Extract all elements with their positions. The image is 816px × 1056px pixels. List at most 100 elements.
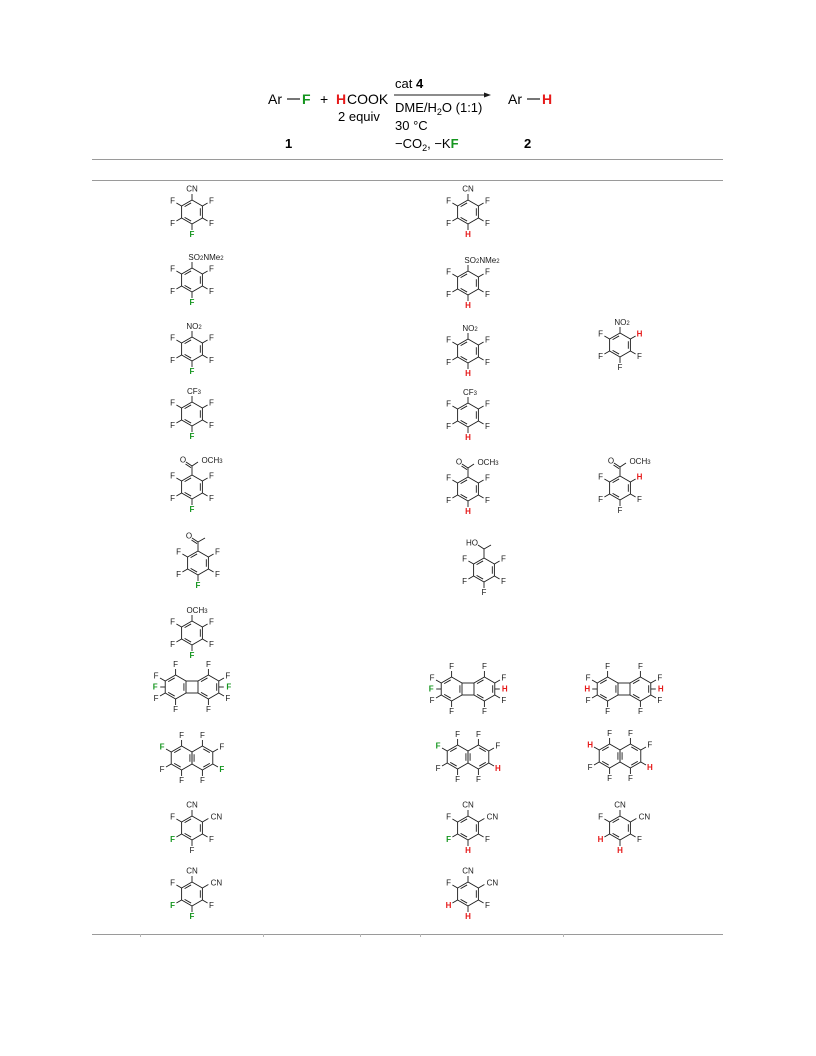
nitrile-group: CN — [487, 879, 499, 888]
fluorine-atom: F — [170, 264, 175, 273]
hydrogen-new-atom: H — [658, 685, 664, 694]
substrate-row-11: CN F F F F CN — [170, 867, 222, 922]
substrate-row-1: CN F F F F F — [170, 185, 214, 240]
fluorine-atom: F — [170, 196, 175, 205]
reaction-arrow-head — [484, 92, 491, 98]
fluorine-atom: F — [209, 264, 214, 273]
fluorine-atom: F — [638, 662, 643, 671]
fluorine-atom: F — [170, 812, 175, 821]
hydrogen-new-atom: H — [637, 472, 643, 481]
reagent-equiv: 2 equiv — [338, 109, 380, 124]
carbonyl-oxygen: O — [608, 457, 614, 466]
fluorine-removed-atom: F — [446, 835, 451, 844]
table-top-rule — [92, 159, 723, 160]
fluorine-removed-atom: F — [190, 505, 195, 514]
fluorine-atom: F — [485, 835, 490, 844]
fluorine-removed-atom: F — [170, 835, 175, 844]
fluorine-atom: F — [628, 729, 633, 738]
fluorine-removed-atom: F — [436, 741, 441, 750]
hydroxyl-group: HO — [466, 539, 478, 548]
fluorine-atom: F — [209, 356, 214, 365]
hydrogen-new-atom: H — [465, 369, 471, 378]
fluorine-atom: F — [485, 473, 490, 482]
fluorine-atom: F — [605, 707, 610, 716]
fluorine-atom: F — [607, 774, 612, 783]
nitrile-group: CN — [186, 867, 198, 876]
fluorine-atom: F — [215, 547, 220, 556]
fluorine-atom: F — [449, 662, 454, 671]
condition-byproducts: −CO2, −KF — [395, 136, 459, 153]
fluorine-atom: F — [598, 329, 603, 338]
fluorine-atom: F — [462, 554, 467, 563]
fluorine-atom: F — [209, 398, 214, 407]
product-row-4: CF3 F F H F F — [446, 388, 490, 443]
fluorine-removed-atom: F — [170, 901, 175, 910]
fluorine-atom: F — [446, 196, 451, 205]
fluorine-atom: F — [179, 776, 184, 785]
fluorine-atom: F — [607, 729, 612, 738]
fluorine-atom: F — [209, 640, 214, 649]
hydrogen-new-atom: H — [465, 846, 471, 855]
hydrogen-new-atom: H — [584, 685, 590, 694]
hydrogen-new-atom: H — [598, 835, 604, 844]
fluorine-atom: F — [657, 696, 662, 705]
fluorine-atom: F — [647, 740, 652, 749]
methoxy-group: OCH3 — [201, 456, 223, 466]
fluorine-atom: F — [190, 846, 195, 855]
fluorine-atom: F — [638, 707, 643, 716]
fluorine-atom: F — [449, 707, 454, 716]
reagent-formate: COOK — [347, 91, 389, 107]
product-hydrogen: H — [542, 91, 552, 107]
substrate-row-9: F F F F F F F F — [160, 731, 225, 785]
fluorine-atom: F — [446, 422, 451, 431]
nitrile-group: CN — [614, 801, 626, 810]
fluorine-atom: F — [209, 617, 214, 626]
fluorine-removed-atom: F — [196, 581, 201, 590]
nitrile-group: CN — [462, 185, 474, 194]
fluorine-removed-atom: F — [190, 432, 195, 441]
fluorine-atom: F — [170, 333, 175, 342]
fluorine-atom: F — [637, 352, 642, 361]
nitrile-group: CN — [186, 185, 198, 194]
product-ar: Ar — [508, 91, 522, 107]
fluorine-atom: F — [170, 640, 175, 649]
fluorine-atom: F — [446, 290, 451, 299]
fluorine-atom: F — [173, 660, 178, 669]
nitrile-group: CN — [211, 813, 223, 822]
product-row-5a: O OCH3 F F H F F — [446, 458, 499, 517]
fluorine-atom: F — [446, 812, 451, 821]
fluorine-atom: F — [476, 730, 481, 739]
fluorine-atom: F — [209, 333, 214, 342]
fluorine-atom: F — [598, 472, 603, 481]
carbonyl-oxygen: O — [180, 456, 186, 465]
nitrile-group: CN — [487, 813, 499, 822]
product-row-10a: CN F H F F CN — [446, 801, 498, 856]
hydrogen-new-atom: H — [465, 433, 471, 442]
nitrile-group: CN — [462, 867, 474, 876]
fluorine-atom: F — [225, 694, 230, 703]
fluorine-atom: F — [485, 335, 490, 344]
product-row-9a: F F F F F F H F — [436, 730, 501, 784]
fluorine-atom: F — [176, 570, 181, 579]
fluorine-atom: F — [485, 267, 490, 276]
fluorine-atom: F — [209, 471, 214, 480]
fluorine-atom: F — [154, 671, 159, 680]
product-row-10b: CN F H H F CN — [598, 801, 651, 856]
substrate-row-3: NO2 F F F F F — [170, 322, 214, 377]
fluorine-atom: F — [209, 835, 214, 844]
fluorine-atom: F — [173, 705, 178, 714]
fluorine-removed-atom: F — [429, 685, 434, 694]
methoxy-group: OCH3 — [186, 606, 208, 616]
methoxy-group: OCH3 — [629, 457, 651, 467]
fluorine-atom: F — [200, 731, 205, 740]
fluorine-atom: F — [482, 588, 487, 597]
trifluoromethyl-group: CF3 — [187, 387, 202, 397]
product-row-11: CN F H H F CN — [446, 867, 499, 922]
nitrile-group: CN — [462, 801, 474, 810]
plus-sign: + — [320, 91, 328, 107]
product-row-3b: NO2 H F F F F — [598, 318, 643, 373]
fluorine-atom: F — [485, 901, 490, 910]
fluorine-atom: F — [209, 421, 214, 430]
